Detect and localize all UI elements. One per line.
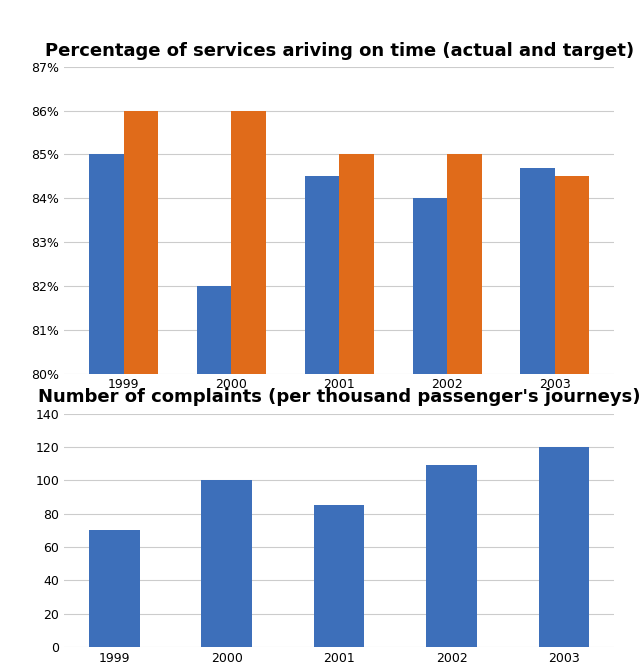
- Title: Percentage of services ariving on time (actual and target): Percentage of services ariving on time (…: [45, 41, 634, 59]
- Bar: [197, 286, 232, 667]
- Bar: [539, 447, 589, 647]
- Legend: Actual, Target: Actual, Target: [270, 420, 408, 443]
- Bar: [202, 480, 252, 647]
- Bar: [232, 111, 266, 667]
- Bar: [426, 466, 477, 647]
- Bar: [447, 154, 481, 667]
- Bar: [339, 154, 374, 667]
- Bar: [305, 176, 339, 667]
- Bar: [413, 198, 447, 667]
- Bar: [314, 506, 365, 647]
- Bar: [89, 154, 124, 667]
- Bar: [555, 176, 589, 667]
- Title: Number of complaints (per thousand passenger's journeys): Number of complaints (per thousand passe…: [38, 388, 640, 406]
- Bar: [520, 167, 555, 667]
- Bar: [124, 111, 158, 667]
- Bar: [89, 530, 140, 647]
